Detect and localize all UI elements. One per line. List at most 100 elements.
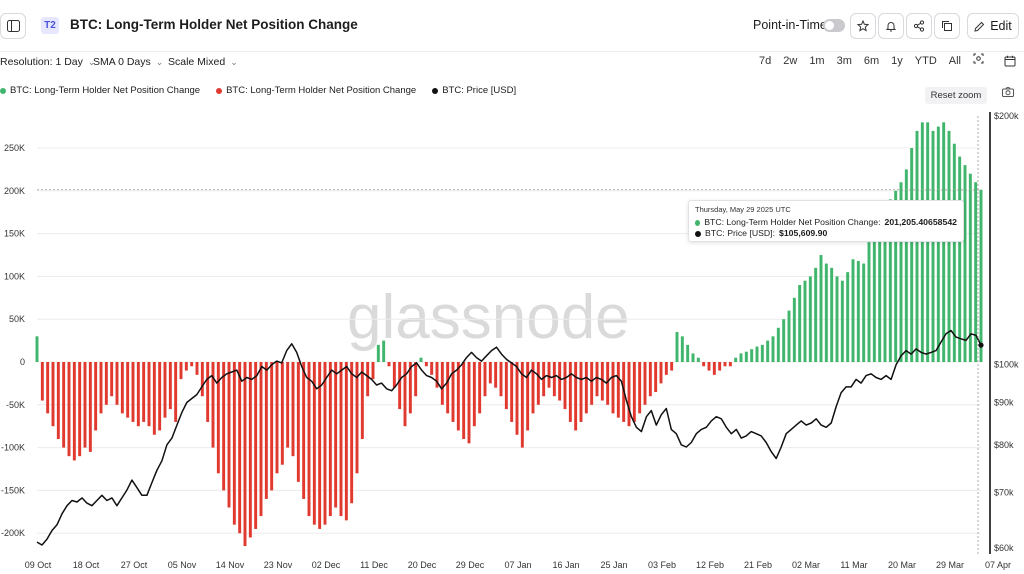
lth-bar [968,173,972,362]
lth-bar [750,349,754,362]
lth-bar [179,362,183,380]
lth-bar [616,362,620,418]
x-tick-label: 02 Dec [312,560,341,570]
x-tick-label: 11 Mar [840,560,867,570]
x-tick-label: 29 Dec [456,560,485,570]
calendar-icon[interactable] [998,49,1022,73]
tooltip-label: BTC: Price [USD]: [705,228,775,238]
share-icon[interactable] [906,13,932,39]
x-tick-label: 16 Jan [552,560,579,570]
lth-bar [638,362,642,414]
lth-bar [867,242,871,362]
lth-bar [280,362,284,465]
lth-bar [67,362,71,457]
star-icon[interactable] [850,13,876,39]
range-selector: 7d 2w 1m 3m 6m 1y YTD All [753,49,990,73]
lth-bar [840,280,844,362]
x-tick-label: 03 Feb [648,560,676,570]
range-7d[interactable]: 7d [759,55,772,67]
lth-bar [350,362,354,504]
lth-bar [739,353,743,362]
lth-bar [291,362,295,457]
y-right-tick-label: $100k [994,360,1019,370]
x-tick-label: 18 Oct [73,560,100,570]
zoom-select-icon[interactable] [967,50,990,72]
range-2w[interactable]: 2w [783,55,798,67]
lth-bar [126,362,130,418]
legend-dot-black [432,87,439,94]
lth-bar [104,362,108,405]
range-all[interactable]: All [948,55,962,67]
y-left-tick-label: -150K [1,485,25,495]
lth-bar [718,362,722,371]
lth-bar [782,319,786,362]
lth-bar [216,362,220,474]
range-6m[interactable]: 6m [863,55,880,67]
lth-bar [878,212,882,362]
lth-bar [686,344,690,362]
lth-bar [360,362,364,440]
resolution-select[interactable]: Resolution: 1 Day ⌄ [0,56,95,68]
camera-icon[interactable] [1002,87,1014,100]
lth-bar [862,263,866,362]
legend-item-negative[interactable]: BTC: Long-Term Holder Net Position Chang… [216,85,416,96]
lth-bar [824,263,828,362]
lth-bar [499,362,503,397]
lth-bar [814,267,818,362]
sidebar-toggle-icon[interactable] [0,13,26,39]
lth-bar [158,362,162,431]
lth-bar [339,362,343,517]
lth-bar [472,362,476,427]
edit-button[interactable]: Edit [967,13,1019,39]
lth-bar [307,362,311,517]
chevron-down-icon: ⌄ [87,57,96,67]
top-bar: T2 BTC: Long-Term Holder Net Position Ch… [0,0,1024,52]
range-3m[interactable]: 3m [836,55,852,67]
lth-bar [712,362,716,375]
lth-bar [611,362,615,414]
lth-bar [398,362,402,410]
lth-bar [254,362,258,529]
x-tick-label: 14 Nov [216,560,245,570]
lth-bar [958,156,962,362]
y-right-tick-label: $70k [994,488,1014,498]
lth-bar [302,362,306,499]
lth-bar [494,362,498,388]
grid-layer [37,147,981,534]
price-line [36,329,982,546]
lth-bar [248,362,252,538]
scale-select[interactable]: Scale Mixed ⌄ [168,56,238,68]
lth-bar [227,362,231,508]
point-in-time-toggle[interactable] [823,19,845,32]
range-ytd[interactable]: YTD [914,55,937,67]
lth-bar [376,344,380,362]
copy-icon[interactable] [934,13,960,39]
lth-bar [926,122,930,362]
lth-bar [184,362,188,371]
lth-bar [451,362,455,422]
legend-label: BTC: Long-Term Holder Net Position Chang… [10,85,201,96]
lth-bar [110,362,114,397]
lth-bar [94,362,98,431]
lth-bar [435,362,439,388]
legend-item-positive[interactable]: BTC: Long-Term Holder Net Position Chang… [0,85,200,96]
lth-bar [894,190,898,362]
range-1m[interactable]: 1m [809,55,825,67]
lth-bar [446,362,450,414]
y-left-tick-label: 0 [20,357,25,367]
range-1y[interactable]: 1y [891,55,903,67]
legend-item-price[interactable]: BTC: Price [USD] [432,85,516,96]
bell-icon[interactable] [878,13,904,39]
edit-label: Edit [990,19,1012,33]
lth-bar [771,336,775,362]
lth-bar [462,362,466,440]
lth-bar [904,169,908,362]
sma-select[interactable]: SMA 0 Days ⌄ [93,56,163,68]
lth-bar [979,189,983,362]
lth-bar [872,225,876,362]
lth-bar [830,267,834,362]
reset-zoom-button[interactable]: Reset zoom [925,87,987,104]
lth-bar [286,362,290,448]
lth-bar [72,362,76,461]
